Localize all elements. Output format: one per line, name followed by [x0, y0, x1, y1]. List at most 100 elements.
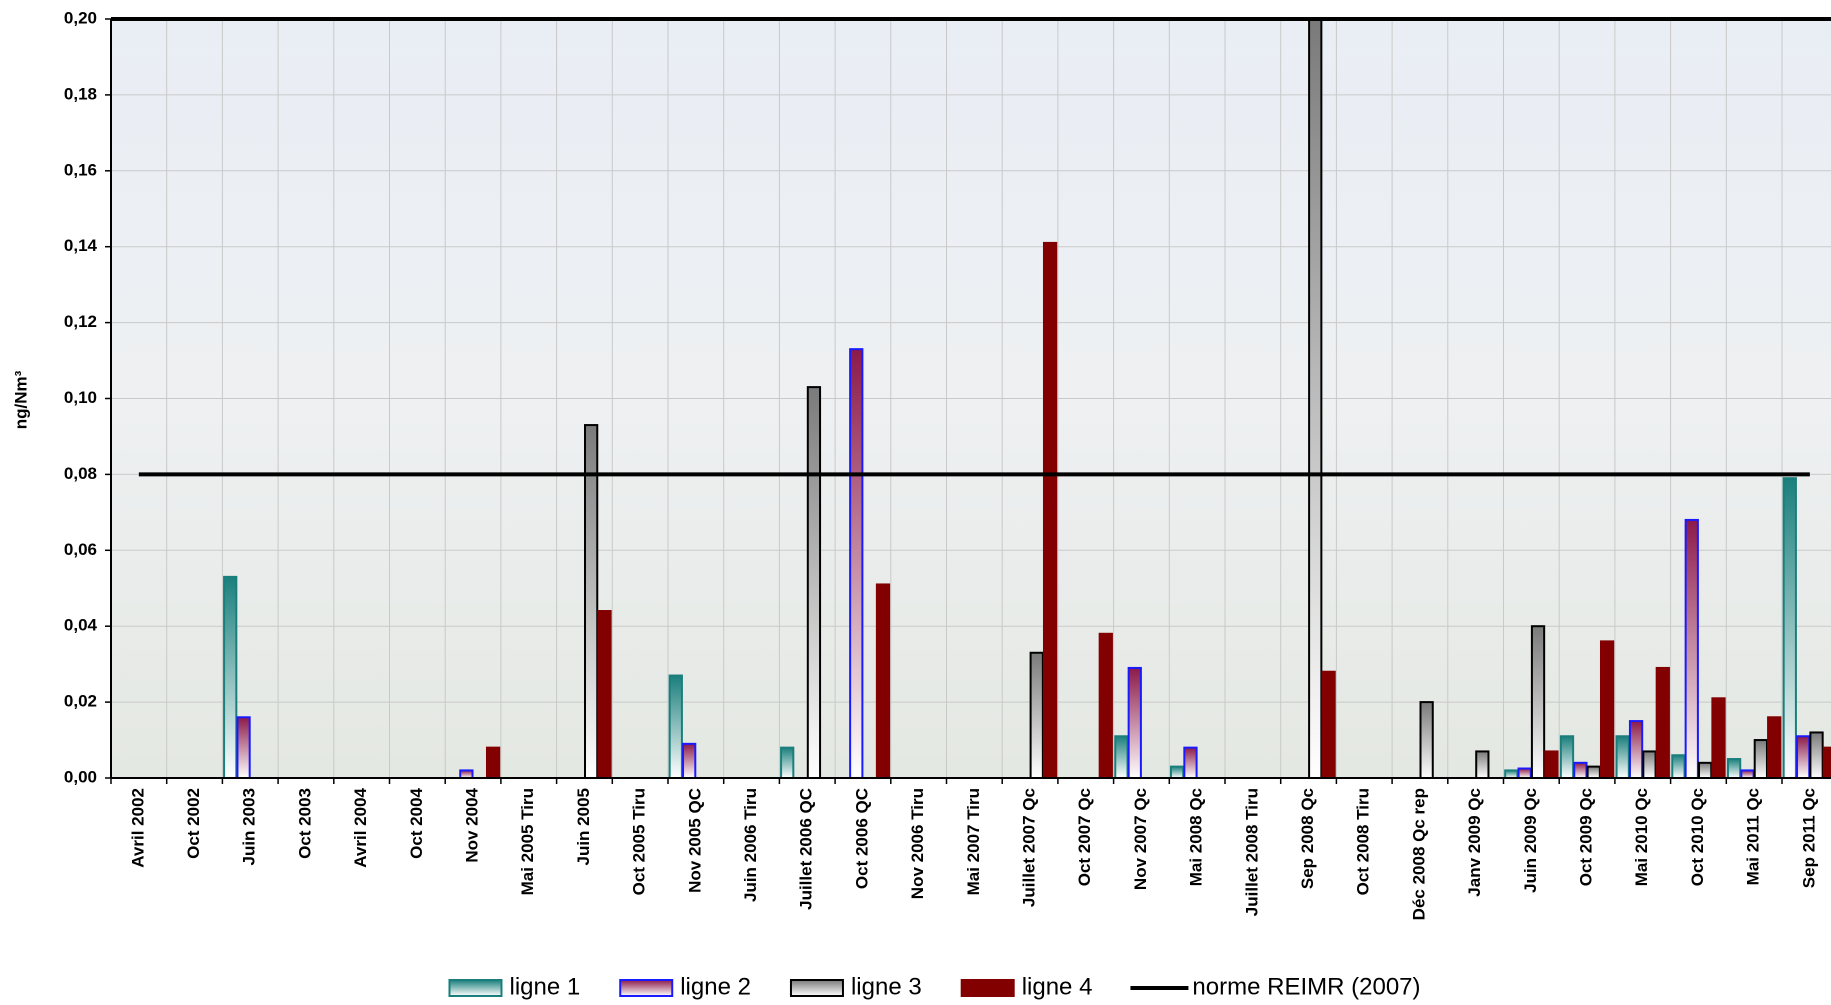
x-tick-label: Oct 2009 Qc: [1577, 788, 1596, 886]
y-tick-label: 0,12: [64, 312, 97, 331]
y-tick-label: 0,14: [64, 236, 98, 255]
legend-swatch: [789, 979, 844, 997]
legend-swatch: [448, 979, 503, 997]
legend-label: ligne 3: [851, 973, 922, 1000]
y-tick-label: 0,18: [64, 84, 97, 103]
bar: [236, 716, 251, 780]
y-tick-label: 0,02: [64, 692, 97, 711]
bar: [1127, 666, 1142, 780]
x-tick-label: Juin 2005: [574, 788, 593, 866]
x-tick-label: Nov 2006 Tiru: [908, 788, 927, 899]
bar: [1782, 477, 1797, 779]
bar: [1726, 758, 1742, 780]
legend-swatch: [960, 979, 1015, 997]
x-tick-label: Juin 2006 Tiru: [741, 788, 760, 902]
y-tick-label: 0,04: [64, 616, 98, 635]
bar: [1544, 750, 1559, 779]
bar: [1796, 735, 1811, 780]
legend-label: ligne 4: [1022, 973, 1093, 1000]
bar: [1822, 746, 1831, 780]
legend-swatch: [619, 979, 674, 997]
x-tick-label: Oct 2007 Qc: [1075, 788, 1094, 886]
bar: [682, 742, 697, 779]
x-tick-label: Mai 2010 Qc: [1632, 788, 1651, 886]
bar: [1698, 761, 1713, 780]
x-tick-label: Mai 2007 Tiru: [964, 788, 983, 895]
bar: [1767, 716, 1782, 780]
bar: [1753, 739, 1768, 779]
bar: [668, 674, 683, 779]
bar: [875, 583, 891, 780]
bar: [1740, 769, 1755, 779]
x-tick-label: Oct 2005 Tiru: [630, 788, 649, 895]
x-tick-label: Juillet 2007 Qc: [1020, 788, 1039, 907]
legend-label: ligne 2: [680, 973, 751, 1000]
bar: [1419, 701, 1434, 779]
x-tick-label: Mai 2011 Qc: [1744, 788, 1763, 885]
y-tick-label: 0,20: [64, 8, 97, 27]
y-tick-label: 0,10: [64, 388, 97, 407]
bar: [1308, 18, 1323, 779]
bar: [1655, 666, 1670, 780]
bar: [849, 348, 864, 779]
bar: [1809, 731, 1824, 780]
bar: [1628, 720, 1644, 780]
legend: ligne 1 ligne 2 ligne 3 ligne 4 norme REIMR …: [448, 973, 1421, 1000]
bar: [597, 610, 612, 780]
bar: [1475, 750, 1490, 779]
bar: [1684, 518, 1699, 779]
bar: [1671, 754, 1686, 779]
bar: [1098, 632, 1113, 779]
bar: [1599, 640, 1615, 779]
bar: [1321, 670, 1336, 779]
bar: [780, 746, 795, 780]
bar: [223, 575, 238, 779]
bar: [584, 424, 599, 779]
x-tick-label: Nov 2007 Qc: [1131, 788, 1150, 890]
y-axis-label: ng/Nm³: [11, 370, 30, 429]
bar: [1586, 765, 1601, 779]
bar: [1029, 651, 1044, 780]
bar: [1530, 625, 1546, 780]
x-tick-label: Janv 2009 Qc: [1465, 788, 1484, 897]
y-tick-label: 0,06: [64, 540, 97, 559]
legend-label: ligne 1: [509, 973, 580, 1000]
bar: [1042, 241, 1058, 779]
bar: [1169, 765, 1185, 779]
bar: [806, 386, 822, 779]
x-tick-label: Sep 2011 Qc: [1799, 788, 1818, 888]
x-tick-label: Oct 2008 Tiru: [1354, 788, 1373, 895]
bar: [1517, 767, 1532, 780]
bar: [1183, 746, 1198, 780]
x-tick-label: Oct 2010 Qc: [1688, 788, 1707, 886]
y-tick-label: 0,16: [64, 160, 97, 179]
x-tick-label: Nov 2004: [463, 787, 482, 862]
x-tick-label: Oct 2004: [407, 787, 426, 858]
x-tick-label: Mai 2008 Qc: [1187, 788, 1206, 886]
x-tick-label: Juillet 2006 QC: [797, 788, 816, 910]
x-tick-label: Avril 2002: [128, 788, 147, 868]
bar: [1573, 761, 1588, 780]
y-tick-label: 0,08: [64, 464, 97, 483]
bar: [1615, 735, 1630, 780]
bar: [1559, 735, 1575, 780]
x-tick-label: Sep 2008 Qc: [1298, 788, 1317, 889]
x-tick-label: Avril 2004: [351, 787, 370, 867]
bar: [485, 746, 501, 780]
x-tick-label: Juin 2009 Qc: [1521, 788, 1540, 893]
x-tick-label: Nov 2005 QC: [685, 788, 704, 893]
x-tick-label: Juillet 2008 Tiru: [1242, 788, 1261, 916]
x-tick-label: Oct 2002: [184, 788, 203, 859]
bar: [459, 769, 474, 779]
bar: [1114, 735, 1129, 780]
bar: [1711, 697, 1726, 779]
legend-label: norme REIMR (2007): [1192, 973, 1420, 1000]
bar: [1504, 769, 1519, 779]
bar: [1642, 750, 1657, 779]
x-tick-label: Oct 2003: [295, 788, 314, 859]
x-tick-label: Juin 2003: [240, 788, 259, 866]
y-tick-label: 0,00: [64, 767, 97, 786]
x-tick-label: Oct 2006 QC: [852, 788, 871, 889]
x-tick-label: Mai 2005 Tiru: [518, 788, 537, 895]
